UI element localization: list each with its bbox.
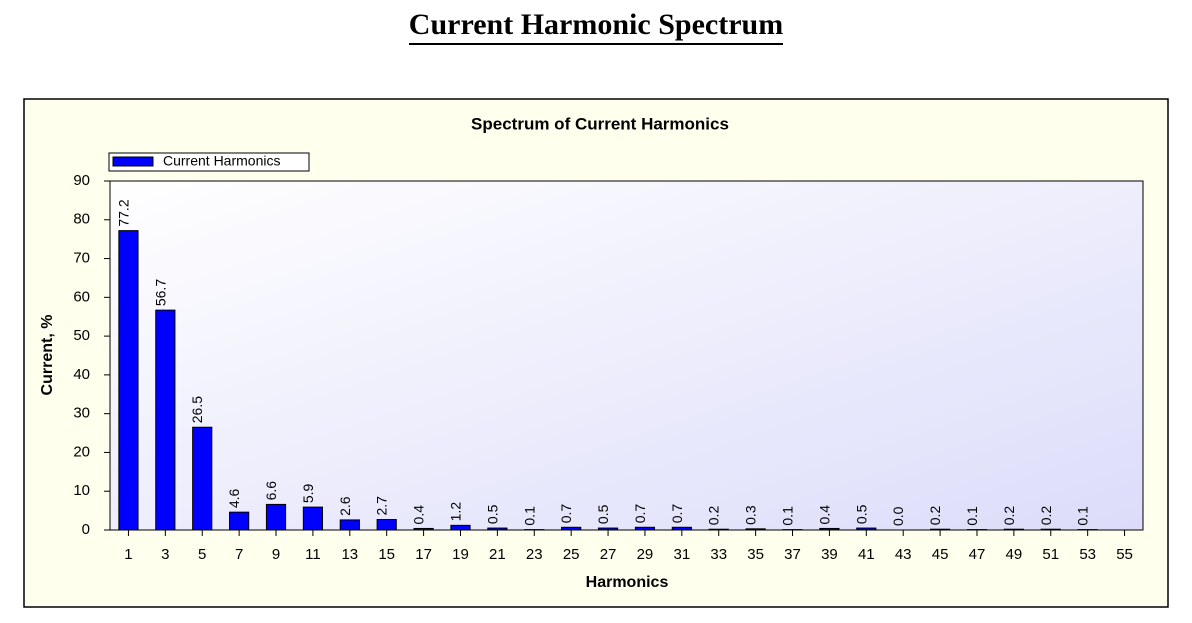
x-tick-label: 49 [1006, 546, 1023, 563]
value-label: 0.5 [853, 504, 869, 524]
x-tick-label: 47 [969, 546, 986, 563]
bar [597, 527, 619, 531]
value-label: 0.2 [1001, 506, 1017, 526]
bar [1040, 528, 1061, 531]
value-label: 0.7 [669, 504, 685, 524]
bar [671, 526, 692, 531]
value-label: 1.2 [447, 502, 463, 522]
bar [155, 309, 176, 531]
value-label: 0.5 [595, 504, 611, 524]
value-label: 0.7 [632, 504, 648, 524]
value-label: 5.9 [300, 483, 316, 503]
x-tick-label: 5 [198, 546, 206, 563]
y-tick-label: 50 [73, 327, 90, 344]
value-label: 0.2 [927, 506, 943, 526]
y-tick-label: 20 [73, 443, 90, 460]
x-tick-label: 17 [415, 546, 432, 563]
x-tick-label: 51 [1042, 546, 1059, 563]
x-tick-label: 27 [600, 546, 617, 563]
plot-area [109, 180, 1144, 531]
value-label: 56.7 [152, 279, 168, 306]
x-tick-label: 19 [452, 546, 469, 563]
x-tick-label: 11 [305, 546, 321, 563]
value-label: 0.4 [816, 505, 832, 525]
bar [745, 528, 766, 531]
y-tick-label: 80 [73, 211, 90, 228]
x-tick-label: 23 [526, 546, 543, 563]
value-label: 0.0 [890, 506, 906, 526]
y-tick-label: 40 [73, 366, 90, 383]
x-tick-label: 1 [124, 546, 132, 563]
value-label: 26.5 [189, 396, 205, 423]
bar [634, 526, 656, 531]
bar [450, 524, 471, 531]
value-label: 2.6 [337, 496, 353, 516]
x-tick-label: 29 [637, 546, 654, 563]
y-tick-label: 90 [73, 172, 90, 189]
legend-box [108, 152, 310, 172]
bar [819, 527, 840, 531]
bar [118, 230, 139, 531]
bar [339, 519, 360, 531]
bar [229, 511, 250, 531]
x-tick-label: 13 [341, 546, 358, 563]
bar [487, 527, 508, 531]
bar [376, 519, 397, 531]
x-tick-label: 9 [272, 546, 280, 563]
value-label: 0.7 [558, 504, 574, 524]
value-label: 0.2 [706, 506, 722, 526]
bar [708, 528, 729, 531]
bar [856, 527, 877, 531]
y-axis-title: Current, % [39, 315, 56, 396]
legend-label: Current Harmonics [163, 153, 280, 169]
y-tick-label: 0 [82, 521, 90, 538]
page-title-text: Current Harmonic Spectrum [408, 8, 784, 45]
value-label: 2.7 [374, 496, 390, 516]
x-tick-label: 43 [895, 546, 912, 563]
x-tick-label: 45 [932, 546, 949, 563]
x-tick-label: 31 [673, 546, 690, 563]
value-label: 4.6 [226, 488, 242, 508]
bar [929, 528, 951, 531]
y-tick-label: 60 [73, 288, 90, 305]
x-tick-label: 37 [784, 546, 801, 563]
x-tick-label: 39 [821, 546, 838, 563]
x-tick-label: 41 [858, 546, 875, 563]
page-title: Current Harmonic Spectrum [0, 8, 1192, 45]
value-label: 0.1 [964, 506, 980, 526]
legend-swatch [112, 156, 154, 167]
bar [1003, 528, 1024, 531]
value-label: 0.1 [1075, 506, 1091, 526]
x-tick-label: 21 [489, 546, 506, 563]
x-tick-label: 35 [747, 546, 764, 563]
y-tick-label: 30 [73, 405, 90, 422]
bar [561, 526, 582, 531]
bar [265, 503, 287, 531]
x-tick-label: 3 [161, 546, 169, 563]
x-axis-title: Harmonics [586, 574, 669, 591]
x-tick-label: 33 [710, 546, 727, 563]
value-label: 77.2 [115, 199, 131, 226]
value-label: 0.4 [411, 505, 427, 525]
chart-title: Spectrum of Current Harmonics [471, 114, 729, 133]
x-tick-label: 25 [563, 546, 580, 563]
y-tick-label: 70 [73, 250, 90, 267]
x-tick-label: 55 [1116, 546, 1133, 563]
value-label: 0.1 [521, 506, 537, 526]
value-label: 0.2 [1038, 506, 1054, 526]
bar [192, 426, 213, 531]
value-label: 0.1 [780, 506, 796, 526]
x-tick-label: 7 [235, 546, 243, 563]
value-label: 6.6 [263, 481, 279, 501]
bar [302, 506, 324, 531]
x-tick-label: 53 [1079, 546, 1096, 563]
value-label: 0.3 [743, 505, 759, 525]
x-tick-label: 15 [378, 546, 395, 563]
bar [413, 527, 434, 531]
y-tick-label: 10 [73, 482, 90, 499]
value-label: 0.5 [484, 504, 500, 524]
